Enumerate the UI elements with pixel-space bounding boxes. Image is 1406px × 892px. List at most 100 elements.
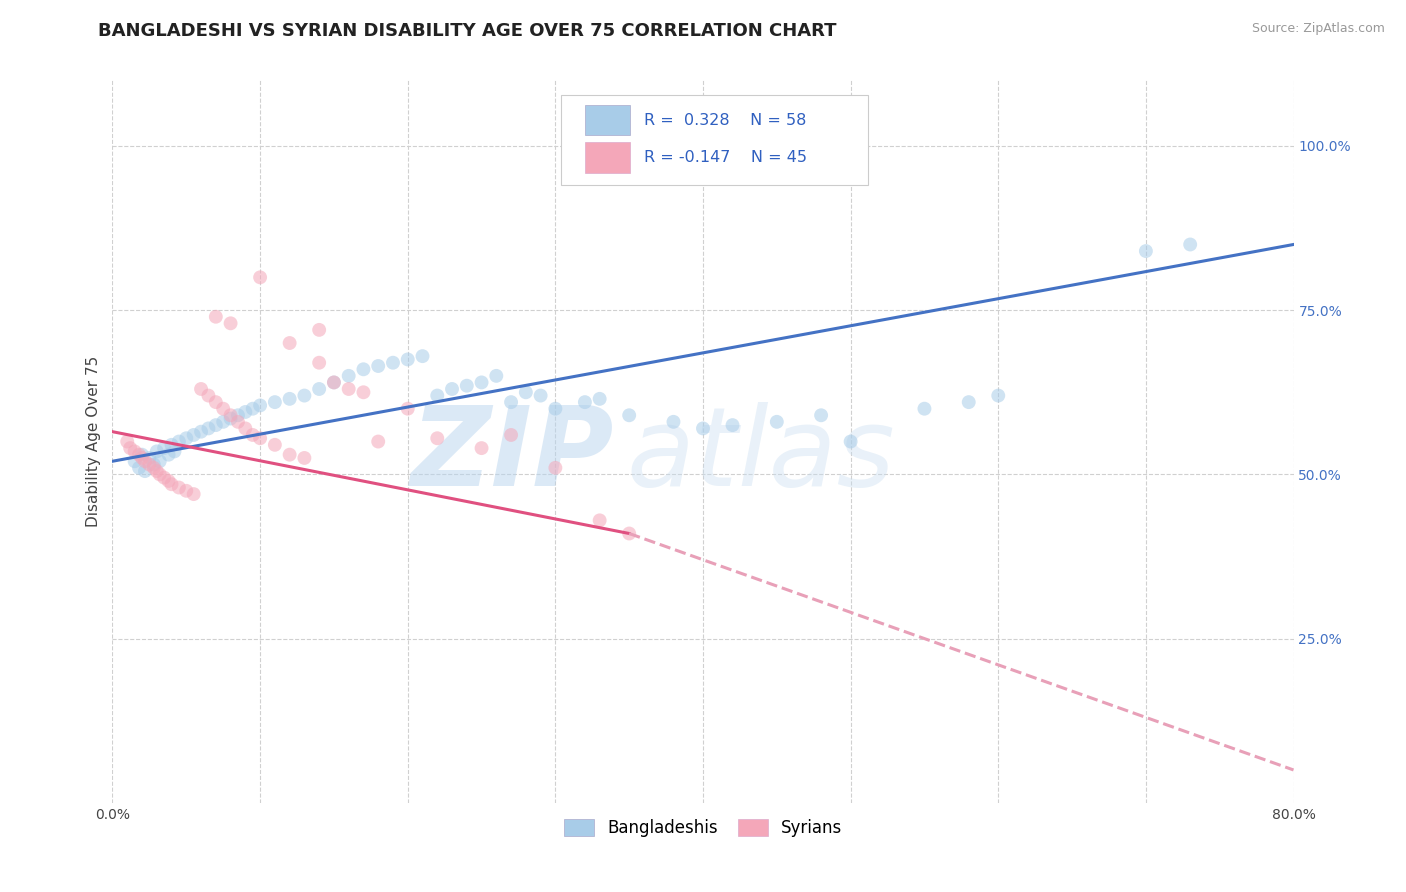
Point (163, 444, 186, 458)
Point (153, 441, 176, 455)
Point (160, 477, 183, 491)
Point (382, 356, 405, 370)
Text: BANGLADESHI VS SYRIAN DISABILITY AGE OVER 75 CORRELATION CHART: BANGLADESHI VS SYRIAN DISABILITY AGE OVE… (98, 22, 837, 40)
Point (278, 392, 301, 406)
Point (242, 401, 264, 416)
Point (544, 401, 567, 416)
Point (662, 415, 685, 429)
Point (337, 382, 360, 396)
Point (167, 481, 190, 495)
Text: ZIP: ZIP (411, 402, 614, 509)
Point (134, 454, 156, 468)
Point (212, 401, 235, 416)
Point (205, 310, 228, 324)
FancyBboxPatch shape (585, 143, 630, 173)
Point (292, 450, 315, 465)
Point (692, 421, 714, 435)
Point (412, 349, 434, 363)
Point (167, 434, 190, 449)
Point (190, 425, 212, 439)
Point (157, 474, 180, 488)
Point (249, 431, 271, 445)
Point (197, 421, 219, 435)
Point (138, 458, 160, 472)
Point (197, 388, 219, 402)
Point (470, 441, 494, 455)
Point (212, 415, 235, 429)
Point (367, 359, 389, 373)
Point (153, 471, 176, 485)
Point (588, 392, 610, 406)
Text: Source: ZipAtlas.com: Source: ZipAtlas.com (1251, 22, 1385, 36)
Text: atlas: atlas (626, 402, 894, 509)
Point (146, 464, 169, 478)
Point (619, 409, 641, 423)
Point (485, 368, 508, 383)
Point (529, 388, 551, 402)
Point (396, 352, 419, 367)
Point (352, 385, 374, 400)
Point (219, 316, 242, 330)
Point (160, 438, 183, 452)
Point (131, 450, 153, 465)
Point (292, 388, 315, 402)
Point (367, 434, 389, 449)
Point (588, 513, 610, 527)
Point (308, 356, 330, 370)
Point (174, 431, 197, 445)
Point (149, 467, 172, 482)
Point (174, 483, 197, 498)
Point (128, 460, 150, 475)
Point (619, 526, 641, 541)
Point (470, 376, 494, 390)
Point (146, 444, 169, 458)
Point (352, 362, 374, 376)
Point (131, 448, 153, 462)
Y-axis label: Disability Age Over 75: Disability Age Over 75 (86, 356, 101, 527)
Point (157, 448, 180, 462)
Point (1180, 237, 1202, 252)
Point (987, 388, 1010, 402)
Point (128, 448, 150, 462)
Point (308, 323, 330, 337)
Point (205, 395, 228, 409)
Point (323, 376, 346, 390)
Point (264, 438, 287, 452)
Point (124, 454, 146, 468)
Point (233, 421, 256, 435)
Point (249, 270, 271, 285)
Point (1135, 244, 1157, 258)
Legend: Bangladeshis, Syrians: Bangladeshis, Syrians (555, 810, 851, 845)
Point (278, 448, 301, 462)
Point (721, 418, 744, 433)
Point (134, 464, 156, 478)
Point (574, 395, 596, 409)
Point (766, 415, 789, 429)
Point (810, 409, 832, 423)
Point (264, 395, 287, 409)
Point (914, 401, 936, 416)
Point (426, 388, 449, 402)
Point (142, 458, 165, 472)
Point (226, 415, 249, 429)
Point (501, 395, 523, 409)
Point (219, 409, 242, 423)
Point (190, 382, 212, 396)
Point (149, 454, 172, 468)
Point (456, 378, 478, 392)
Point (120, 441, 142, 455)
Point (219, 411, 242, 425)
Point (142, 460, 165, 475)
Point (839, 434, 862, 449)
Point (183, 428, 205, 442)
Point (183, 487, 205, 501)
FancyBboxPatch shape (561, 95, 869, 185)
Point (544, 460, 567, 475)
Point (501, 428, 523, 442)
Point (278, 336, 301, 351)
Point (441, 382, 464, 396)
FancyBboxPatch shape (585, 105, 630, 136)
Point (205, 418, 228, 433)
Point (426, 431, 449, 445)
Point (242, 428, 264, 442)
